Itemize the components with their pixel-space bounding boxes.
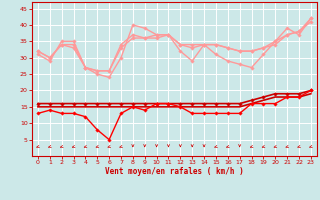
X-axis label: Vent moyen/en rafales ( km/h ): Vent moyen/en rafales ( km/h ) [105,167,244,176]
